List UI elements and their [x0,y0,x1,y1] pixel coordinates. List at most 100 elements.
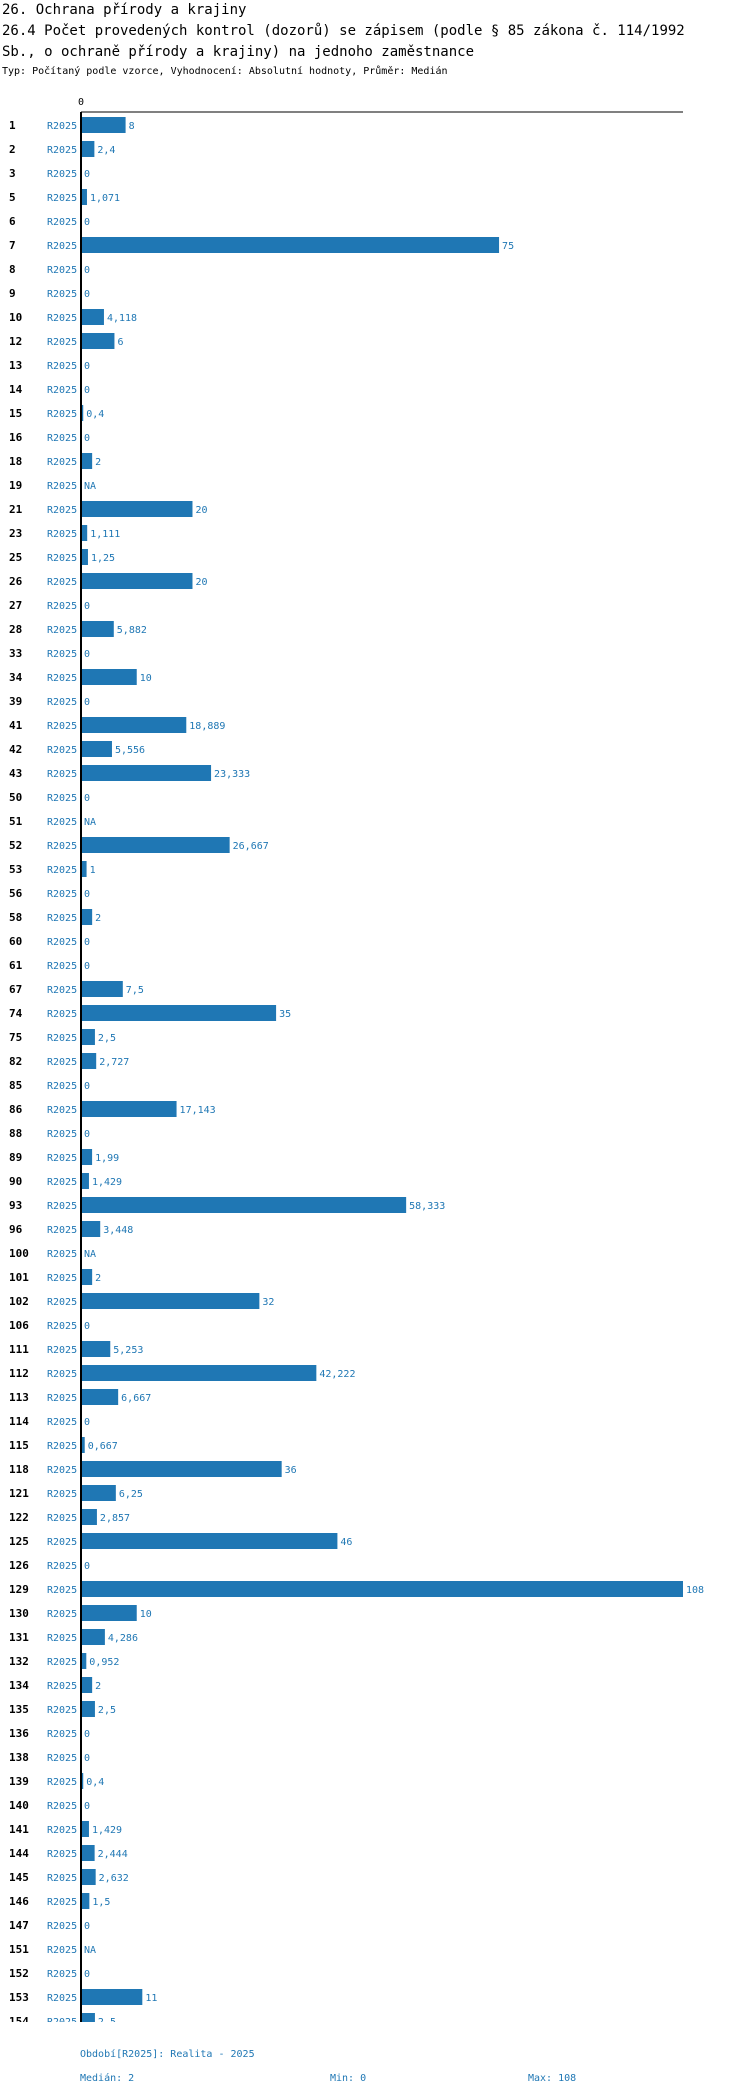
series-label: R2025 [47,985,77,996]
series-label: R2025 [47,361,77,372]
value-label: 0 [84,649,90,660]
series-label: R2025 [47,1825,77,1836]
value-label: 2,632 [99,1873,129,1884]
value-label: 10 [140,1609,152,1620]
category-label: 12 [9,335,22,348]
value-label: 0 [84,1417,90,1428]
value-label: 26,667 [233,841,269,852]
series-label: R2025 [47,625,77,636]
bar [81,117,126,133]
series-label: R2025 [47,1633,77,1644]
category-label: 15 [9,407,22,420]
value-label: 3,448 [103,1225,133,1236]
value-label: 0 [84,289,90,300]
category-label: 26 [9,575,23,588]
series-label: R2025 [47,1465,77,1476]
value-label: 6,25 [119,1489,143,1500]
category-label: 56 [9,887,23,900]
value-label: 0 [84,961,90,972]
value-label: 42,222 [319,1369,355,1380]
value-label: 2 [95,1273,101,1284]
bar [81,525,88,541]
category-label: 125 [9,1535,29,1548]
series-label: R2025 [47,673,77,684]
series-label: R2025 [47,1993,77,2004]
series-label: R2025 [47,1897,77,1908]
series-label: R2025 [47,745,77,756]
category-label: 96 [9,1223,23,1236]
category-label: 131 [9,1631,29,1644]
category-label: 90 [9,1175,22,1188]
value-label: 5,882 [117,625,147,636]
series-label: R2025 [47,529,77,540]
bar [81,909,93,925]
series-label: R2025 [47,1057,77,1068]
value-label: NA [84,1945,96,1956]
value-label: 17,143 [180,1105,216,1116]
series-label: R2025 [47,1681,77,1692]
value-label: 46 [340,1537,352,1548]
bar [81,1893,90,1909]
category-label: 13 [9,359,22,372]
series-label: R2025 [47,1441,77,1452]
value-label: 8 [129,121,135,132]
series-label: R2025 [47,1201,77,1212]
value-label: 5,556 [115,745,145,756]
value-label: NA [84,1249,96,1260]
value-label: 0 [84,697,90,708]
chart-title-line2: Sb., o ochraně přírody a krajiny) na jed… [2,44,475,60]
category-label: 106 [9,1319,29,1332]
bar [81,1701,95,1717]
category-label: 121 [9,1487,29,1500]
value-label: 0 [84,265,90,276]
bar [81,717,187,733]
series-label: R2025 [47,1513,77,1524]
bar [81,1005,277,1021]
bar [81,549,88,565]
bar [81,333,115,349]
category-label: 14 [9,383,23,396]
value-label: 0 [84,1801,90,1812]
series-label: R2025 [47,601,77,612]
category-label: 53 [9,863,22,876]
category-label: 151 [9,1943,29,1956]
category-label: 33 [9,647,22,660]
series-label: R2025 [47,865,77,876]
series-label: R2025 [47,193,77,204]
series-label: R2025 [47,289,77,300]
value-label: 1,071 [90,193,120,204]
value-label: 2 [95,1681,101,1692]
footer-median: Medián: 2 [80,2073,135,2084]
category-label: 60 [9,935,22,948]
series-label: R2025 [47,913,77,924]
category-label: 101 [9,1271,29,1284]
series-label: R2025 [47,1801,77,1812]
value-label: 0 [84,385,90,396]
series-label: R2025 [47,1657,77,1668]
value-label: 0 [84,1561,90,1572]
category-label: 16 [9,431,23,444]
series-label: R2025 [47,1297,77,1308]
chart-subtitle: Typ: Počítaný podle vzorce, Vyhodnocení:… [2,66,448,77]
series-label: R2025 [47,409,77,420]
series-label: R2025 [47,1369,77,1380]
category-label: 25 [9,551,22,564]
series-label: R2025 [47,1873,77,1884]
category-label: 3 [9,167,16,180]
value-label: 0 [84,601,90,612]
bar [81,1653,87,1669]
value-label: 35 [279,1009,291,1020]
category-label: 58 [9,911,22,924]
value-label: 1,5 [92,1897,110,1908]
category-label: 114 [9,1415,29,1428]
series-label: R2025 [47,1177,77,1188]
series-label: R2025 [47,793,77,804]
value-label: 2,857 [100,1513,130,1524]
value-label: 0,4 [86,1777,104,1788]
value-label: 2,4 [97,145,115,156]
category-label: 115 [9,1439,29,1452]
series-label: R2025 [47,1609,77,1620]
footer-max: Max: 108 [528,2073,577,2084]
value-label: 0 [84,889,90,900]
footer-min: Min: 0 [330,2073,367,2084]
